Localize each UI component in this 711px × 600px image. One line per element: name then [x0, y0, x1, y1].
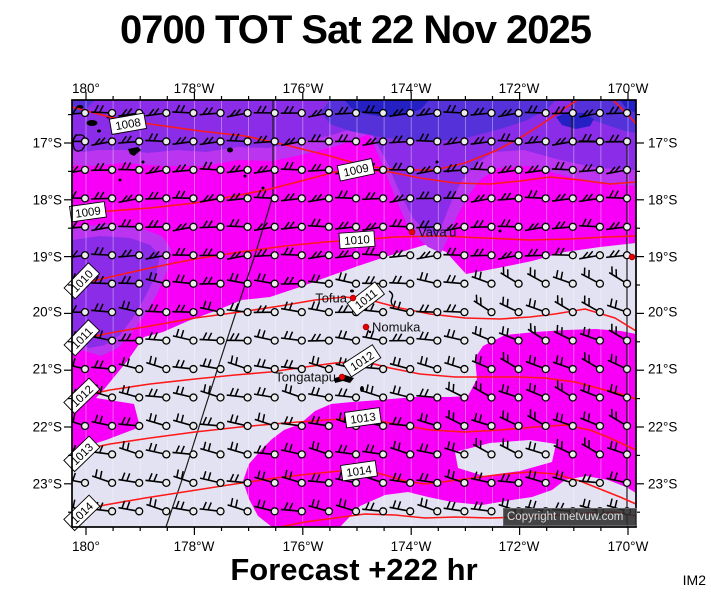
lon-label-top: 178°W: [174, 81, 215, 96]
isobar-label-1014: 1014: [340, 460, 378, 482]
lat-label-left: 22°S: [33, 420, 62, 435]
lat-label-left: 21°S: [33, 362, 62, 377]
lon-label-bottom: 172°W: [499, 539, 540, 554]
isobar-label-1009: 1009: [69, 201, 107, 223]
lat-label-right: 21°S: [648, 362, 677, 377]
svg-text:1008: 1008: [115, 117, 142, 133]
lat-label-left: 19°S: [33, 250, 62, 265]
place-dot: [338, 373, 346, 381]
place-label: Nomuka: [372, 320, 421, 335]
forecast-label: Forecast +222 hr: [230, 552, 478, 587]
place-dot: [362, 323, 370, 331]
lon-label-top: 172°W: [499, 81, 540, 96]
lon-label-bottom: 178°W: [174, 539, 215, 554]
place-label: Tongatapu: [275, 370, 336, 385]
lat-label-right: 19°S: [648, 250, 677, 265]
lon-label-bottom: 176°W: [283, 539, 324, 554]
place-label: Tofua: [315, 291, 348, 306]
axis-labels: 180° 180° 178°W 178°W 176°W 176°W 174°W 174°W 17…: [33, 81, 678, 554]
lon-label-bottom: 180°: [72, 539, 100, 554]
place-markers: Vava'u Tofua Nomuka Tongatapu: [275, 225, 636, 385]
lat-label-right: 17°S: [648, 136, 677, 151]
place-dot: [628, 253, 636, 261]
copyright-watermark: Copyright metvuw.com: [503, 508, 637, 526]
lat-label-left: 23°S: [33, 477, 62, 492]
svg-text:1009: 1009: [342, 162, 370, 179]
lat-label-right: 23°S: [648, 477, 677, 492]
place-dot: [408, 228, 416, 236]
lat-label-right: 20°S: [648, 305, 677, 320]
isobar-label-1013: 1013: [344, 407, 382, 429]
isobar-label-1009: 1009: [336, 158, 376, 182]
lat-label-left: 17°S: [33, 136, 62, 151]
svg-text:1009: 1009: [75, 205, 102, 220]
isobar-label-1008: 1008: [108, 112, 148, 135]
wind-barbs: [72, 104, 632, 516]
model-tag: IM2: [682, 572, 706, 588]
place-dot: [349, 294, 357, 302]
svg-text:1014: 1014: [346, 464, 374, 480]
lon-label-top: 170°W: [608, 81, 649, 96]
lon-label-top: 176°W: [283, 81, 324, 96]
lat-label-left: 20°S: [33, 305, 62, 320]
page-title: 0700 TOT Sat 22 Nov 2025: [119, 8, 592, 52]
svg-text:1010: 1010: [344, 234, 370, 248]
map-frame: [64, 92, 644, 535]
lon-label-bottom: 174°W: [391, 539, 432, 554]
place-label: Vava'u: [418, 225, 456, 240]
lat-label-right: 18°S: [648, 193, 677, 208]
isobar-lines: [72, 100, 636, 527]
lat-label-left: 18°S: [33, 193, 62, 208]
lon-label-bottom: 170°W: [608, 539, 649, 554]
lat-label-right: 22°S: [648, 420, 677, 435]
svg-text:1013: 1013: [350, 411, 377, 426]
lon-label-top: 180°: [72, 81, 100, 96]
isobar-label-1010: 1010: [338, 230, 376, 250]
lon-label-top: 174°W: [391, 81, 432, 96]
